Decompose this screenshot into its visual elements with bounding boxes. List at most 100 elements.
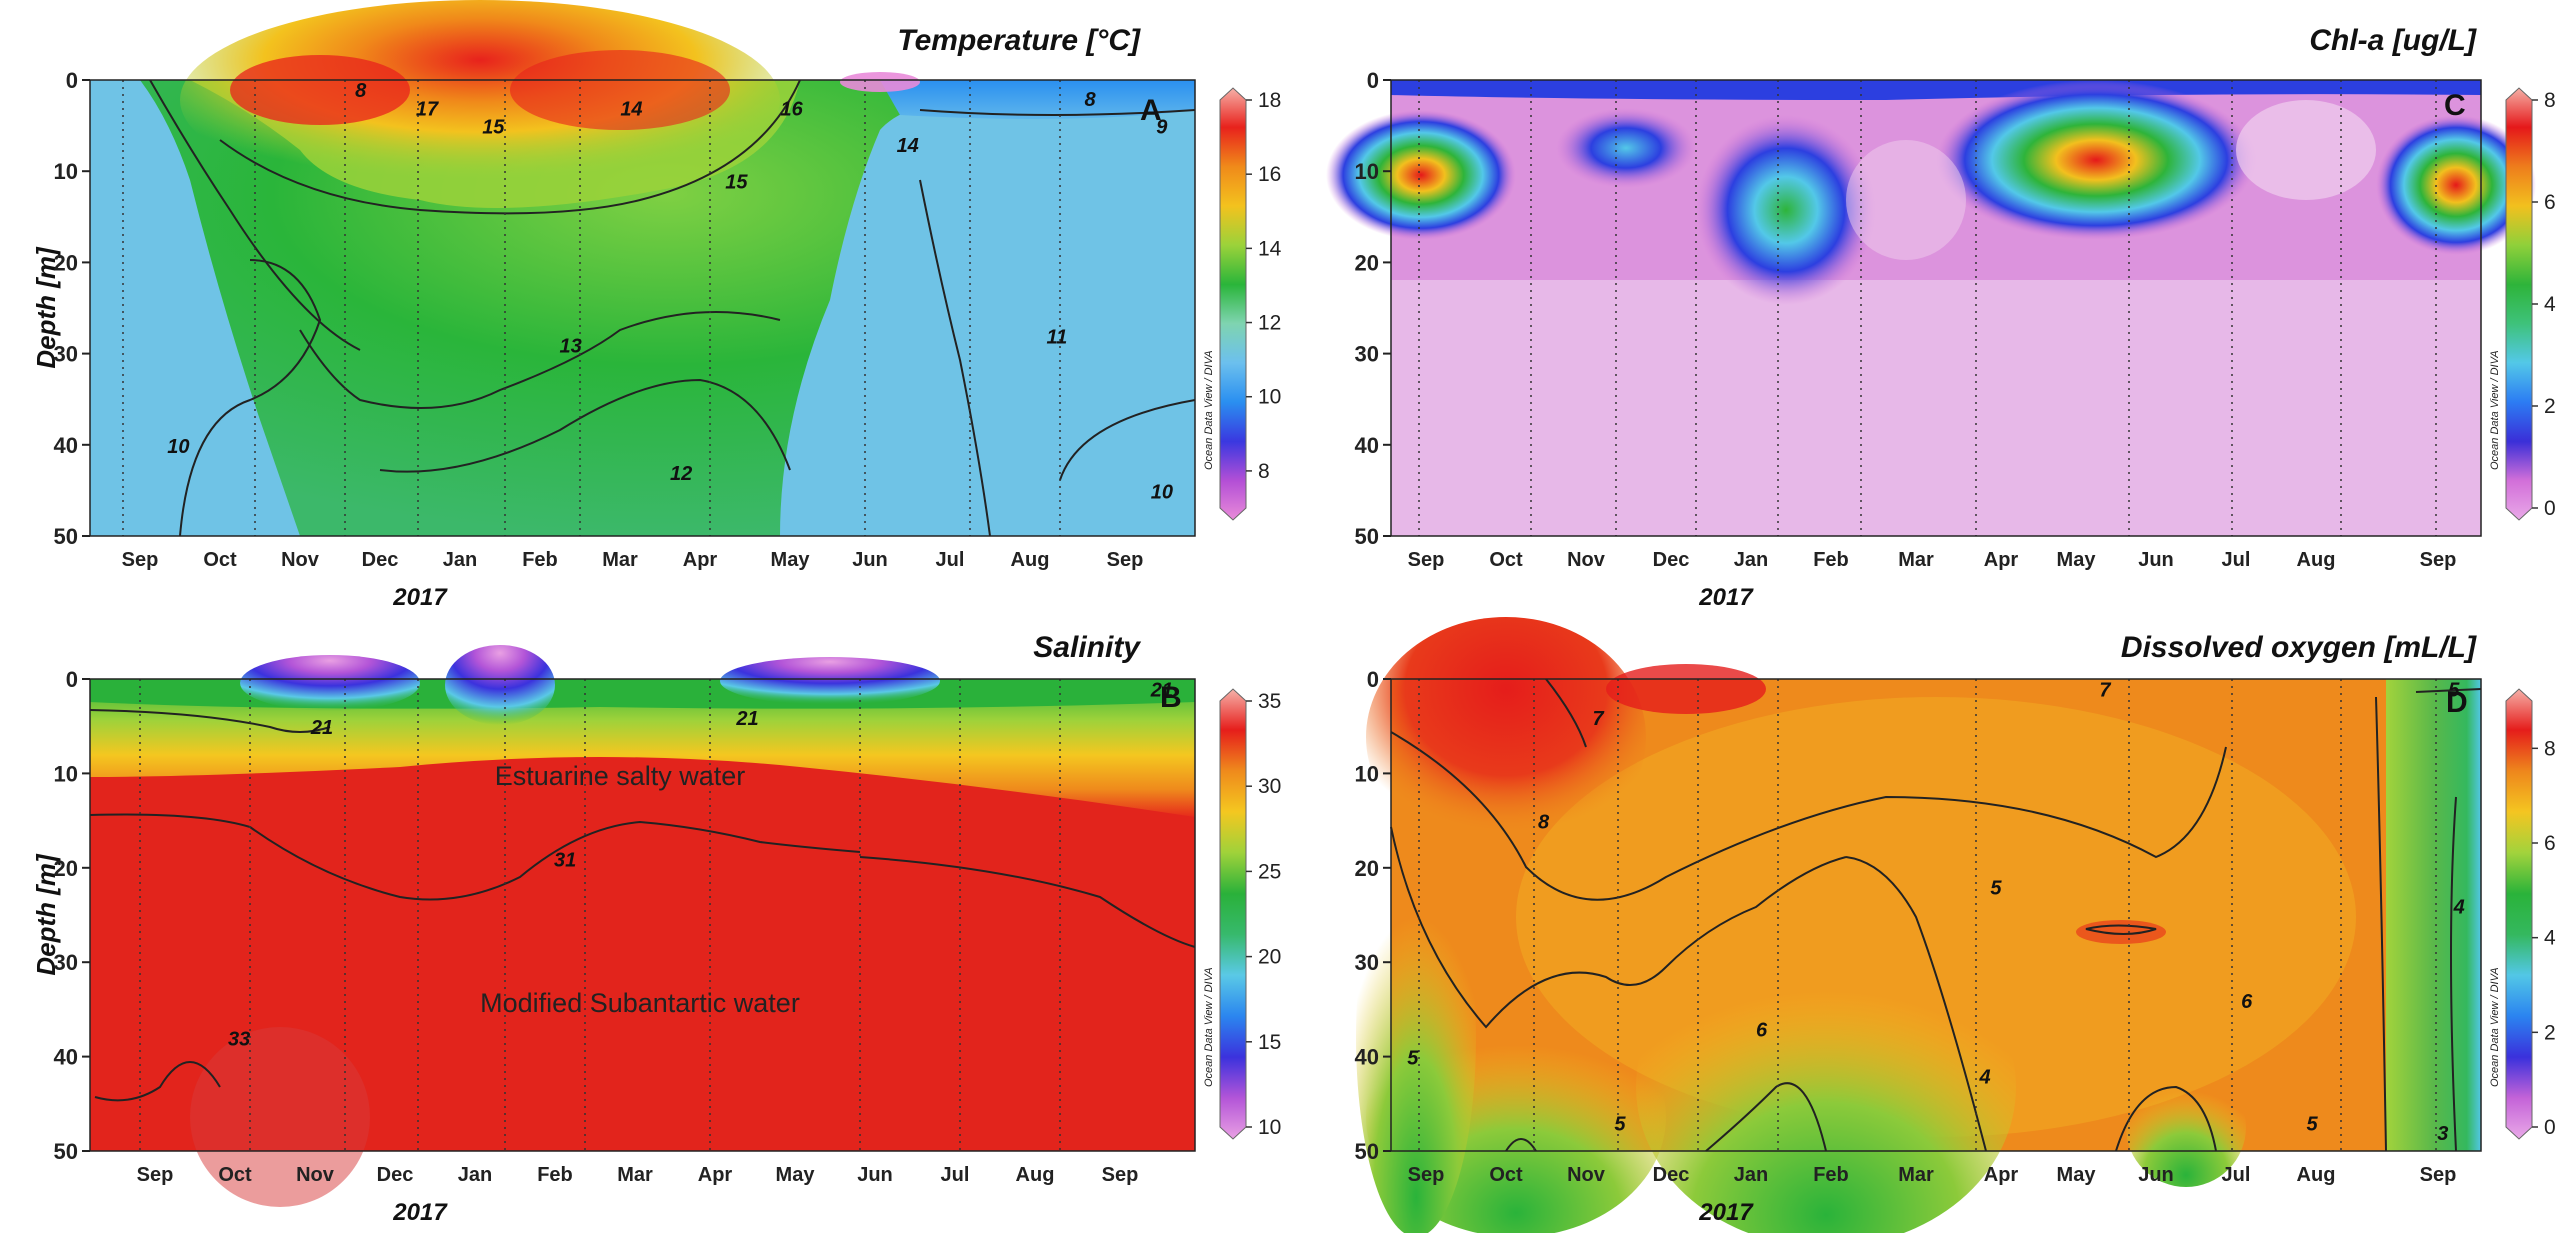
contour-label: 5 [1407,1048,1419,1070]
panel-chla: Chl-a [ug/L] C 2017 Ocean Data View / DI… [1286,0,2571,616]
y-tick-label: 20 [1355,250,1379,275]
contour-label: 5 [1614,1114,1626,1136]
temperature-chart: Temperature [°C] A Depth [m] 2017 Ocean … [31,0,1282,611]
x-tick-label: Jan [443,549,477,571]
x-tick-label: Sep [2420,549,2457,571]
x-tick-label: Dec [362,549,399,571]
x-tick-label: Jul [2222,549,2251,571]
x-axis-label-d: 2017 [1698,1199,1754,1226]
contour-label: 14 [620,98,642,120]
colorbar-tick-label: 4 [2544,927,2556,950]
y-ticks-b: 0 10 20 30 40 50 [54,667,90,1164]
x-tick-label: Apr [1984,1164,2019,1186]
x-tick-label: Dec [377,1164,414,1186]
x-tick-label: Jun [2138,1164,2174,1186]
colorbar-b: 10 15 20 25 30 35 [1219,688,1281,1140]
x-tick-label: Mar [1898,1164,1934,1186]
x-axis-label-a: 2017 [392,584,448,611]
contour-labels-d: 7 7 5 8 5 4 6 6 5 4 5 5 3 [1407,679,2465,1145]
station-lines-d [1418,679,2437,1151]
contour-label: 13 [560,335,582,357]
colorbar-tick-label: 15 [1258,1031,1281,1054]
x-tick-label: Nov [1567,549,1606,571]
colorbar-scale [2505,87,2533,521]
colorbar-tick-label: 18 [1258,89,1281,112]
colorbar-d: 0 2 4 6 8 [2505,688,2556,1140]
annotation-subantartic: Modified Subantartic water [480,988,800,1018]
panel-letter-d: D [2446,686,2468,719]
x-tick-label: Jun [857,1164,893,1186]
y-tick-label: 0 [66,68,78,93]
colorbar-tick-label: 2 [2544,395,2556,418]
colorbar-tick-label: 8 [2544,89,2556,112]
x-tick-label: Mar [617,1164,653,1186]
panel-temperature: Temperature [°C] A Depth [m] 2017 Ocean … [0,0,1285,616]
colorbar-tick-label: 6 [2544,832,2556,855]
station-lines-c [1418,80,2437,536]
chla-chart: Chl-a [ug/L] C 2017 Ocean Data View / DI… [1326,24,2556,611]
salinity-chart: Salinity B Depth [m] 2017 Estuarine salt… [31,631,1281,1226]
x-tick-label: Aug [2297,549,2336,571]
x-tick-label: Sep [1102,1164,1139,1186]
y-tick-label: 50 [1355,524,1379,549]
x-tick-label: Jun [2138,549,2174,571]
colorbar-tick-label: 25 [1258,860,1281,883]
contour-label: 16 [781,98,804,120]
colorbar-tick-label: 20 [1258,946,1281,969]
x-ticks-b: Sep Oct Nov Dec Jan Feb Mar Apr May Jun Jul Aug Sep [137,1164,1139,1186]
x-tick-label: Aug [2297,1164,2336,1186]
contour-label: 21 [735,708,758,730]
y-tick-label: 10 [1355,761,1379,786]
colorbar-scale [1219,688,1247,1140]
x-tick-label: Dec [1653,549,1690,571]
contour-label: 3 [2437,1123,2448,1145]
colorbar-tick-label: 8 [2544,737,2556,760]
contour-label: 21 [1150,679,1173,701]
contour-label: 11 [1046,326,1067,348]
x-tick-label: Feb [1813,1164,1849,1186]
colorbar-tick-label: 2 [2544,1021,2556,1044]
watermark-d: Ocean Data View / DIVA [2489,967,2501,1087]
x-tick-label: Sep [137,1164,174,1186]
x-ticks-c: Sep Oct Nov Dec Jan Feb Mar Apr May Jun Jul Aug Sep [1408,549,2457,571]
contour-label: 5 [1990,878,2002,900]
watermark-a: Ocean Data View / DIVA [1203,350,1215,470]
x-tick-label: Jan [1734,1164,1768,1186]
x-ticks-a: Sep Oct Nov Dec Jan Feb Mar Apr May Jun Jul Aug Sep [122,549,1144,571]
contour-label: 10 [1151,481,1173,503]
colorbar-tick-label: 35 [1258,690,1281,713]
colorbar-scale [1219,87,1247,521]
colorbar-tick-label: 0 [2544,1116,2556,1139]
y-tick-label: 10 [1355,159,1379,184]
contour-label: 4 [2453,897,2465,919]
y-tick-label: 40 [54,433,78,458]
watermark-b: Ocean Data View / DIVA [1203,967,1215,1087]
y-ticks-c: 0 10 20 30 40 50 [1355,68,1391,549]
x-tick-label: Oct [1489,1164,1523,1186]
contour-label: 8 [355,80,367,102]
contour-label: 31 [554,849,576,871]
panel-letter-a: A [1140,94,1162,127]
y-tick-label: 30 [54,950,78,975]
watermark-c: Ocean Data View / DIVA [2489,350,2501,470]
y-tick-label: 20 [1355,856,1379,881]
y-tick-label: 0 [1367,68,1379,93]
x-tick-label: May [776,1164,816,1186]
contour-label: 4 [1978,1066,1990,1088]
x-tick-label: Sep [1408,549,1445,571]
y-tick-label: 30 [1355,342,1379,367]
y-ticks-d: 0 10 20 30 40 50 [1355,667,1391,1164]
x-tick-label: Dec [1653,1164,1690,1186]
contour-label: 6 [1756,1019,1768,1041]
contour-label: 17 [416,98,439,120]
y-tick-label: 10 [54,761,78,786]
plot-area-a [89,0,1196,537]
y-ticks-a: 0 10 20 30 40 50 [54,68,90,549]
x-tick-label: Jul [941,1164,970,1186]
y-tick-label: 50 [54,524,78,549]
x-tick-label: Oct [1489,549,1523,571]
x-tick-label: Nov [296,1164,335,1186]
colorbar-tick-label: 6 [2544,191,2556,214]
colorbar-tick-label: 10 [1258,386,1281,409]
annotation-estuarine: Estuarine salty water [495,761,746,791]
